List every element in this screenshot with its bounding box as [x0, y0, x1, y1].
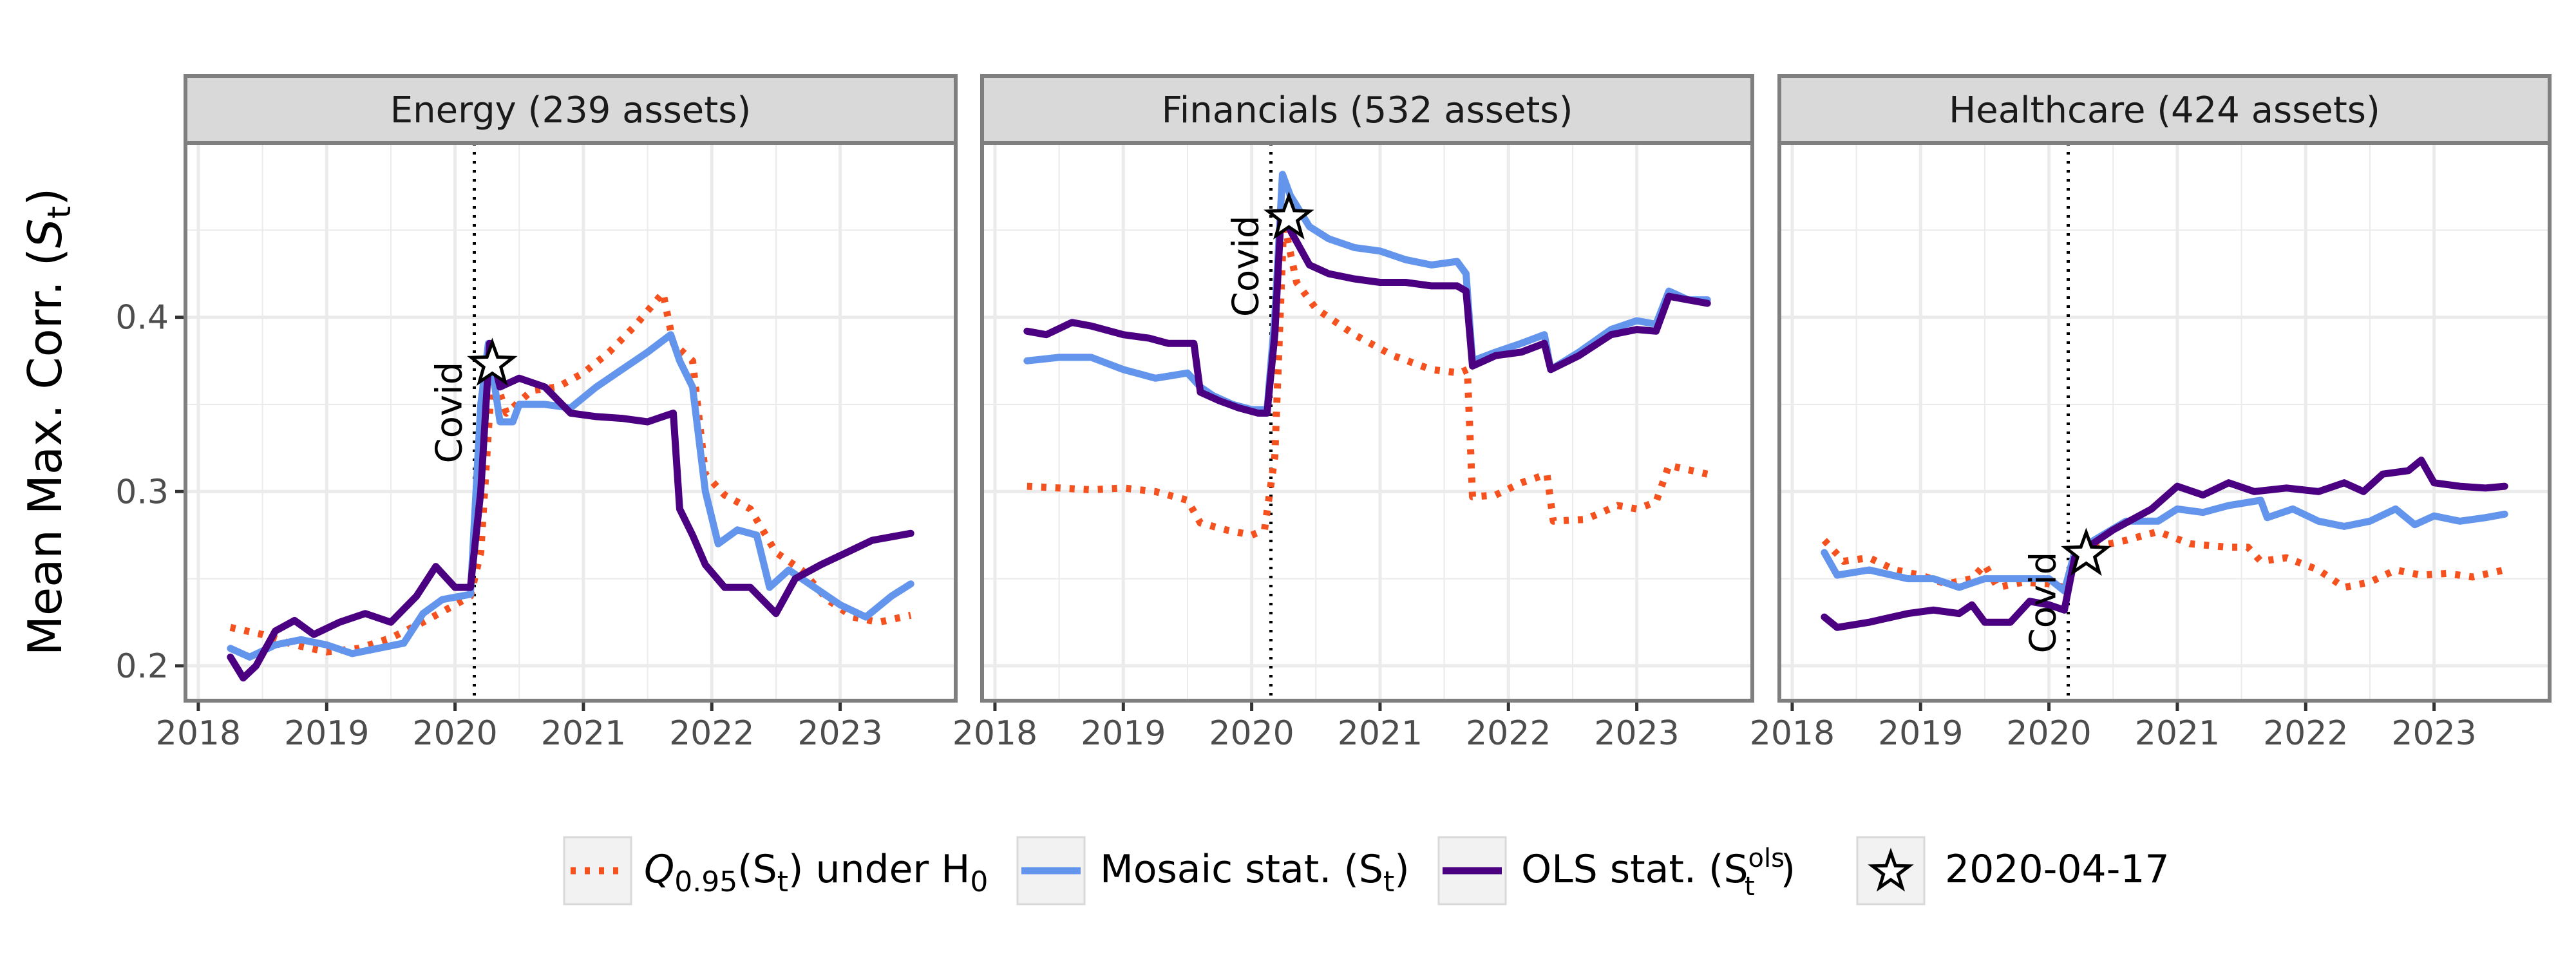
- x-tick-label: 2019: [1878, 714, 1963, 753]
- x-tick-label: 2023: [797, 714, 882, 753]
- panel-1: Covid Energy (239 assets) 2018 2019 2020 2021…: [115, 74, 958, 753]
- x-tick-label: 2021: [1338, 714, 1423, 753]
- panel-3: Covid Healthcare (424 assets) 2018 2019 2020…: [1750, 74, 2552, 753]
- legend-o-pre: OLS stat. (S: [1521, 847, 1748, 892]
- legend-label-quantile: Q0.95(St) under H0: [644, 847, 988, 898]
- y-title-s: S: [18, 218, 72, 248]
- legend-q-post: ) under H: [788, 847, 970, 892]
- panel-background: [982, 143, 1752, 701]
- legend-q-sub2: t: [777, 866, 788, 898]
- legend: Q0.95(St) under H0 Mosaic stat. (St) OLS s…: [563, 836, 2170, 905]
- legend-q-mid: (S: [737, 847, 777, 892]
- y-axis-title: Mean Max. Corr. (St): [18, 188, 78, 656]
- x-tick-label: 2022: [2263, 714, 2348, 753]
- y-tick-label: 0.2: [115, 647, 169, 686]
- series-ols-line: [227, 339, 914, 682]
- series-mosaic-line: [227, 331, 914, 661]
- x-tick-label: 2019: [284, 714, 369, 753]
- panel-2: Covid Financials (532 assets) 2018 2019 2020…: [952, 74, 1754, 753]
- x-tick-label: 2020: [1209, 714, 1294, 753]
- star-marker: [1264, 191, 1314, 240]
- covid-label: Covid: [1226, 216, 1267, 317]
- legend-o-sup: ols: [1748, 844, 1785, 873]
- x-tick-label: 2022: [1466, 714, 1551, 753]
- panel-title: Healthcare (424 assets): [1949, 90, 2380, 131]
- series-quantile-line: [1027, 218, 1709, 539]
- series-quantile-line: [1821, 528, 2506, 591]
- y-title-close: ): [18, 188, 72, 206]
- panel-strip: [184, 74, 958, 145]
- x-tick-label: 2020: [2006, 714, 2091, 753]
- panel-title: Financials (532 assets): [1162, 90, 1573, 131]
- star-marker: [467, 337, 518, 386]
- x-tick-label: 2020: [412, 714, 497, 753]
- legend-m-post: ): [1394, 847, 1409, 892]
- series-mosaic-line: [1023, 171, 1711, 413]
- legend-star-icon: [1868, 848, 1914, 892]
- legend-q: Q: [644, 847, 674, 892]
- y-tick-label: 0.4: [115, 299, 169, 337]
- x-tick-label: 2021: [2135, 714, 2220, 753]
- legend-o-sub: t: [1745, 872, 1755, 902]
- legend-m-sub: t: [1383, 866, 1394, 898]
- legend-m-pre: Mosaic stat. (S: [1100, 847, 1383, 892]
- panel-strip: [980, 74, 1754, 145]
- legend-label-star: 2020-04-17: [1945, 847, 2170, 892]
- legend-q-sub3: 0: [970, 866, 988, 898]
- legend-q-sub: 0.95: [674, 866, 737, 898]
- x-tick-label: 2018: [156, 714, 241, 753]
- y-title-sub: t: [41, 206, 78, 219]
- legend-o-post: ): [1781, 847, 1795, 892]
- facet-panels: Covid Energy (239 assets) 2018 2019 2020 2021…: [115, 74, 2552, 753]
- covid-label: Covid: [429, 362, 471, 464]
- legend-label-mosaic: Mosaic stat. (St): [1100, 847, 1410, 898]
- x-tick-label: 2018: [1750, 714, 1835, 753]
- series-ols-line: [1023, 209, 1711, 417]
- panel-background: [185, 143, 956, 701]
- x-tick-label: 2021: [541, 714, 626, 753]
- x-tick-label: 2019: [1081, 714, 1166, 753]
- x-tick-label: 2018: [952, 714, 1037, 753]
- series-ols-line: [1821, 457, 2508, 631]
- panel-background: [1779, 143, 2550, 701]
- x-tick-label: 2022: [669, 714, 754, 753]
- legend-label-ols: OLS stat. (Sols t): [1521, 844, 1795, 902]
- star-marker: [2061, 527, 2112, 576]
- panel-title: Energy (239 assets): [390, 90, 752, 131]
- y-tick-label: 0.3: [115, 473, 169, 511]
- series-quantile-line: [229, 289, 912, 656]
- y-title-main: Mean Max. Corr. (: [18, 248, 72, 656]
- x-tick-label: 2023: [1594, 714, 1679, 753]
- covid-label: Covid: [2023, 552, 2065, 654]
- series-mosaic-line: [1821, 497, 2508, 594]
- panel-strip: [1777, 74, 2552, 145]
- x-tick-label: 2023: [2391, 714, 2476, 753]
